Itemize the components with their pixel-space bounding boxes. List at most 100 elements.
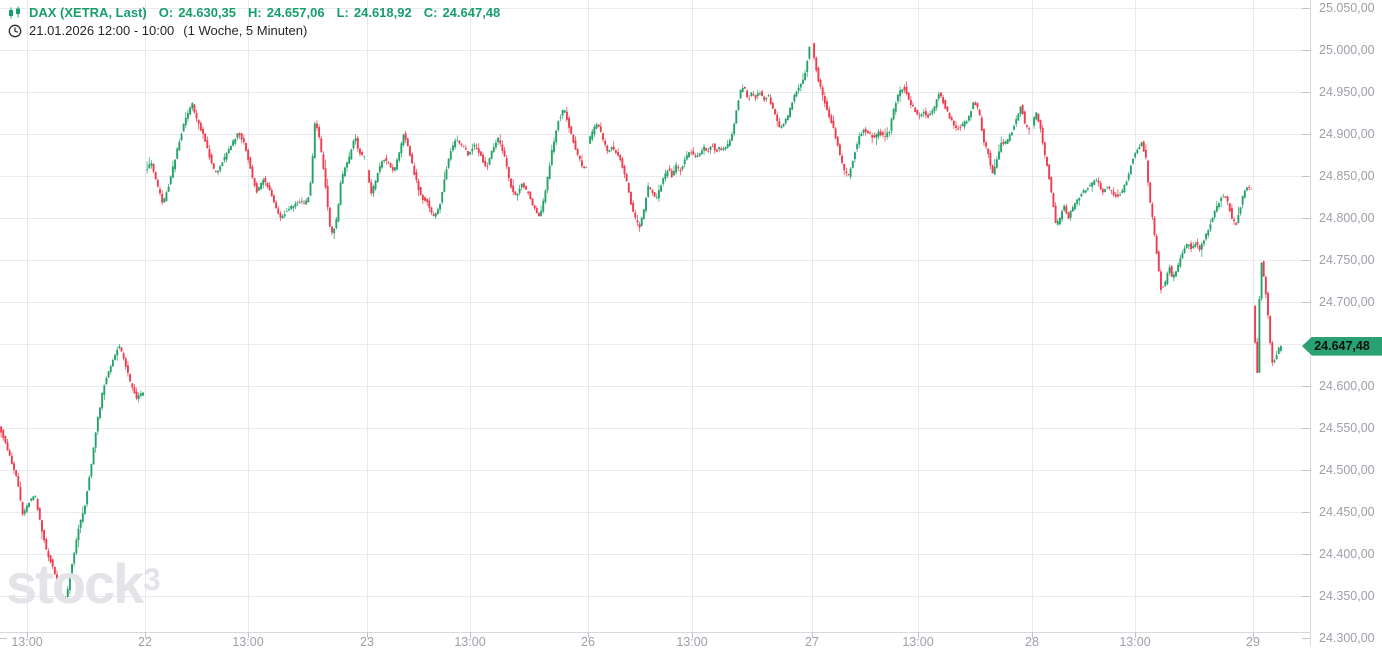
candle-body: [249, 157, 252, 169]
candle-body: [568, 118, 570, 128]
candle-body: [933, 106, 936, 112]
candle-body: [802, 79, 804, 84]
candle-body: [21, 502, 24, 515]
candle-body: [589, 136, 592, 144]
candle-body: [522, 183, 525, 188]
candle-body: [421, 194, 424, 201]
candle-body: [1033, 117, 1036, 126]
candle-body: [445, 169, 448, 180]
candle-body: [1037, 113, 1040, 122]
candle-body: [886, 132, 889, 137]
candle-body: [718, 147, 721, 150]
candle-wick: [297, 201, 298, 206]
candle-wick: [613, 141, 615, 151]
candle-body: [599, 126, 602, 132]
candle-body: [1239, 207, 1242, 214]
candle-body: [292, 206, 295, 209]
candle-body: [806, 61, 809, 72]
candle-body: [924, 111, 927, 116]
last-price-badge: 24.647,48: [1302, 336, 1382, 356]
candle-body: [159, 189, 161, 194]
x-axis-label: 26: [581, 635, 595, 649]
x-axis-time-scale[interactable]: 13:00 22 13:00 23 13:00 26 13:00 27 13:00 28 13:00…: [0, 632, 1310, 651]
y-axis-label: 24.950,00: [1319, 85, 1375, 99]
candle-body: [1114, 194, 1117, 197]
candle-body: [570, 126, 573, 134]
candle-body: [436, 209, 439, 215]
candle-body: [257, 187, 260, 191]
candle-body: [535, 208, 538, 214]
candle-body: [739, 89, 742, 99]
candle-body: [294, 203, 297, 207]
candle-body: [202, 128, 204, 134]
candle-body: [428, 200, 431, 208]
candle-body: [1117, 194, 1119, 197]
candle-body: [756, 93, 759, 96]
candle-body: [974, 102, 977, 105]
candle-body: [208, 149, 211, 158]
candle-body: [167, 186, 170, 192]
candle-body: [1230, 207, 1233, 219]
candle-body: [232, 140, 235, 146]
candle-body: [963, 121, 966, 127]
candle-body: [206, 140, 209, 149]
candle-body: [944, 100, 947, 109]
candle-body: [565, 111, 568, 120]
candle-body: [411, 154, 414, 164]
candle-body: [1136, 149, 1139, 153]
y-axis-price-scale[interactable]: 25.050,00 25.000,00 24.950,00 24.900,00 24.8…: [1310, 0, 1382, 651]
candle-body: [912, 105, 914, 107]
candle-body: [346, 162, 348, 168]
candle-wick: [292, 205, 294, 212]
candle-body: [793, 95, 796, 102]
candle-body: [888, 132, 891, 134]
candle-body: [688, 152, 690, 158]
candle-body: [285, 211, 288, 212]
candle-body: [313, 123, 316, 158]
candle-body: [368, 170, 371, 183]
candle-body: [189, 107, 192, 115]
candle-body: [361, 152, 364, 156]
candle-body: [1086, 187, 1089, 190]
candle-wick: [766, 97, 767, 102]
candle-body: [460, 143, 463, 145]
candle-body: [223, 156, 226, 161]
candle-body: [767, 95, 770, 97]
candle-body: [553, 141, 555, 152]
candle-wick: [301, 197, 303, 205]
candle-body: [56, 574, 58, 586]
candle-body: [1224, 196, 1227, 198]
candle-body: [402, 134, 405, 146]
candle-wick: [748, 95, 750, 101]
candle-body: [464, 148, 467, 150]
candle-body: [864, 128, 867, 132]
candle-body: [774, 109, 776, 115]
candle-body: [608, 150, 611, 152]
candle-body: [1256, 341, 1259, 373]
candle-body: [698, 153, 701, 156]
candle-body: [1050, 177, 1053, 193]
candle-body: [1164, 281, 1167, 287]
candle-body: [1258, 298, 1261, 373]
candle-body: [634, 212, 637, 218]
candle-body: [690, 152, 693, 154]
candle-body: [1264, 276, 1267, 295]
candle-body: [383, 159, 386, 162]
candle-body: [838, 144, 841, 155]
candle-body: [1091, 182, 1094, 187]
candle-body: [550, 149, 553, 165]
candle-body: [234, 139, 237, 144]
x-axis-label: 29: [1246, 635, 1260, 649]
candle-body: [212, 163, 215, 169]
candle-body: [531, 198, 534, 206]
candle-wick: [929, 110, 931, 116]
candle-body: [488, 158, 491, 165]
candle-body: [17, 476, 20, 487]
candle-body: [227, 149, 230, 154]
candle-body: [748, 98, 751, 100]
candle-body: [247, 149, 250, 160]
y-axis-label: 24.700,00: [1319, 295, 1375, 309]
candle-body: [452, 145, 454, 151]
candle-wick: [217, 170, 219, 176]
